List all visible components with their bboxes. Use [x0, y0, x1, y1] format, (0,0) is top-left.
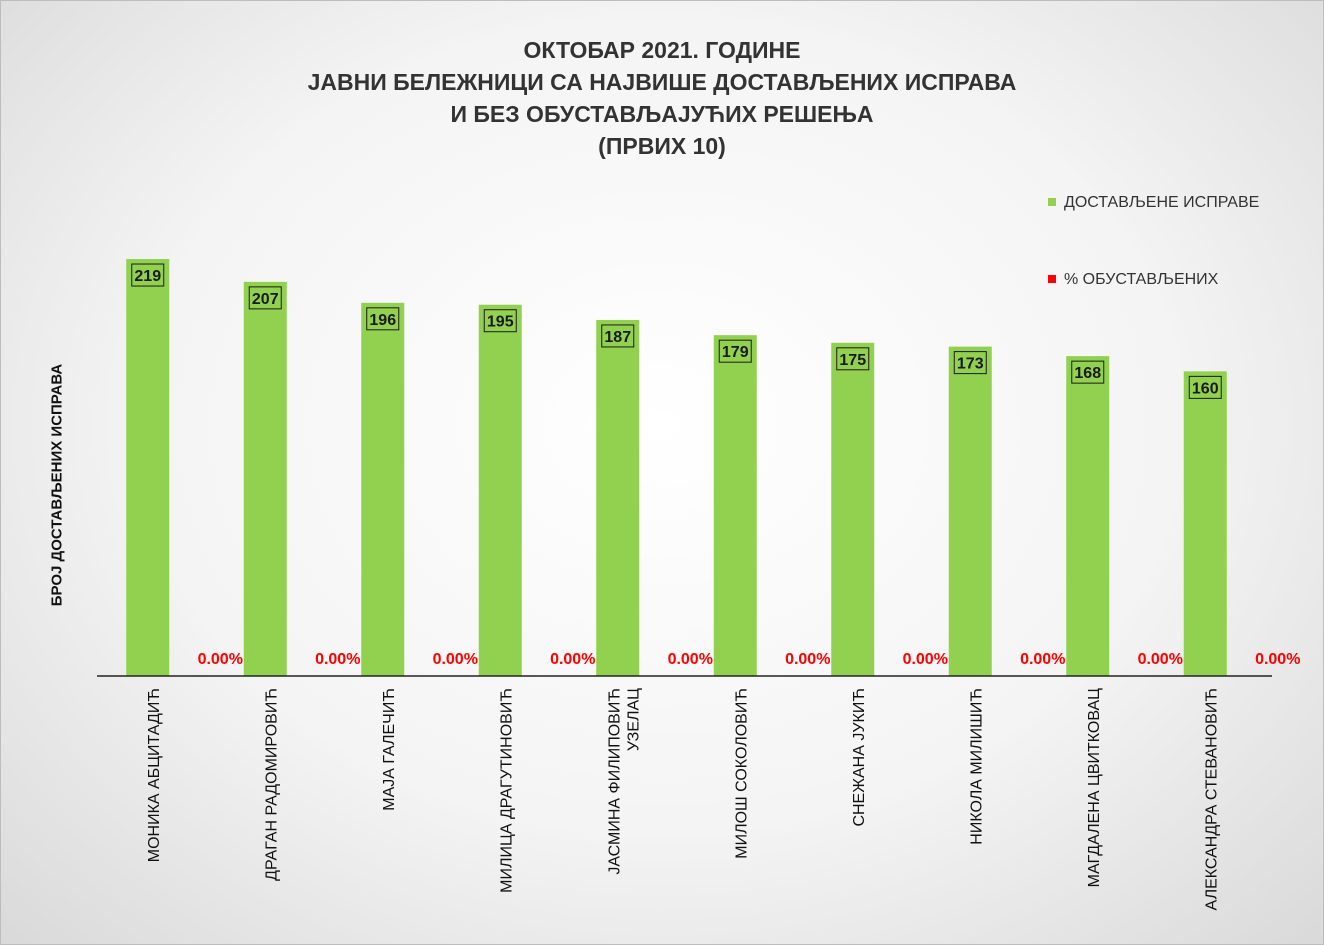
data-label-box: [1188, 375, 1222, 399]
bar-documents: [361, 302, 405, 676]
x-tick-label-line: МОНИКА АБЦИТАДИЋ: [146, 688, 163, 862]
x-tick-label-line: АЛЕКСАНДРА СТЕВАНОВИЋ: [1203, 688, 1220, 910]
x-tick-label-line: ЈАСМИНА ФИЛИПОВИЋ: [606, 688, 623, 875]
data-label-documents: 195: [487, 314, 514, 331]
data-label-documents: 219: [134, 268, 161, 285]
data-label-box: [248, 286, 282, 310]
chart-title: ОКТОБАР 2021. ГОДИНЕ ЈАВНИ БЕЛЕЖНИЦИ СА …: [0, 34, 1324, 162]
legend-label-percent: % ОБУСТАВЉЕНИХ: [1064, 271, 1219, 288]
title-line-3: И БЕЗ ОБУСТАВЉАЈУЋИХ РЕШЕЊА: [450, 101, 874, 127]
data-label-percent: 0.00%: [315, 651, 360, 668]
x-tick-label-line: МИЛИЦА ДРАГУТИНОВИЋ: [498, 688, 515, 893]
x-tick-label: ЈАСМИНА ФИЛИПОВИЋ УЗЕЛАЦ: [606, 688, 642, 875]
data-label-documents: 187: [604, 329, 631, 346]
legend-item-documents: ДОСТАВЉЕНЕ ИСПРАВЕ: [1048, 194, 1259, 212]
x-tick-label-line: СНЕЖАНА ЈУКИЋ: [851, 688, 868, 827]
data-label-percent: 0.00%: [550, 651, 595, 668]
bar-documents: [1183, 371, 1227, 676]
data-label-box: [836, 347, 870, 371]
x-tick-label-line: ДРАГАН РАДОМИРОВИЋ: [263, 688, 280, 881]
x-tick-label: МОНИКА АБЦИТАДИЋ: [146, 688, 163, 862]
x-tick-label-line: МИЛОШ СОКОЛОВИЋ: [733, 688, 750, 859]
bar-documents: [1066, 356, 1110, 676]
data-label-documents: 207: [252, 291, 279, 308]
bar-documents: [243, 281, 287, 676]
data-label-percent: 0.00%: [903, 651, 948, 668]
data-label-box: [718, 339, 752, 363]
x-tick-label: ДРАГАН РАДОМИРОВИЋ: [263, 688, 280, 881]
data-label-documents: 196: [369, 312, 396, 329]
data-label-box: [366, 307, 400, 331]
data-label-percent: 0.00%: [1255, 651, 1300, 668]
data-label-percent: 0.00%: [198, 651, 243, 668]
title-line-4: (ПРВИХ 10): [598, 133, 726, 159]
data-label-box: [131, 263, 165, 287]
data-label-box: [601, 324, 635, 348]
legend-swatch-documents: [1048, 197, 1056, 206]
x-tick-label-line: МАЈА ГАЛЕЧИЋ: [381, 688, 398, 811]
bar-documents: [596, 319, 640, 676]
data-label-percent: 0.00%: [433, 651, 478, 668]
bar-documents: [831, 342, 875, 676]
data-label-percent: 0.00%: [1138, 651, 1183, 668]
legend-item-percent: % ОБУСТАВЉЕНИХ: [1048, 271, 1218, 289]
data-label-documents: 175: [839, 352, 866, 369]
bar-documents: [478, 304, 522, 676]
data-label-box: [953, 351, 987, 375]
legend-label-documents: ДОСТАВЉЕНЕ ИСПРАВЕ: [1064, 194, 1260, 211]
title-line-2: ЈАВНИ БЕЛЕЖНИЦИ СА НАЈВИШЕ ДОСТАВЉЕНИХ И…: [307, 69, 1017, 95]
x-tick-label-line: НИКОЛА МИЛИШИЋ: [968, 688, 985, 845]
bar-documents: [126, 259, 170, 676]
x-tick-label-line: УЗЕЛАЦ: [625, 688, 642, 751]
data-label-documents: 179: [722, 344, 749, 361]
data-label-percent: 0.00%: [1020, 651, 1065, 668]
data-label-box: [483, 309, 517, 333]
x-tick-label: МАЈА ГАЛЕЧИЋ: [381, 688, 398, 811]
data-label-box: [1071, 360, 1105, 384]
legend-swatch-percent: [1048, 274, 1056, 283]
x-tick-label-line: МАГДАЛЕНА ЦВИТКОВАЦ: [1086, 688, 1103, 887]
x-tick-label: МИЛОШ СОКОЛОВИЋ: [733, 688, 750, 859]
x-tick-label: АЛЕКСАНДРА СТЕВАНОВИЋ: [1203, 688, 1220, 910]
data-label-documents: 160: [1192, 380, 1219, 397]
x-tick-label: НИКОЛА МИЛИШИЋ: [968, 688, 985, 845]
bar-documents: [948, 346, 992, 676]
title-line-1: ОКТОБАР 2021. ГОДИНЕ: [523, 37, 801, 63]
bar-documents: [713, 335, 757, 676]
data-label-documents: 173: [957, 356, 984, 373]
x-tick-label: МАГДАЛЕНА ЦВИТКОВАЦ: [1086, 688, 1103, 887]
data-label-documents: 168: [1074, 365, 1101, 382]
x-tick-label: СНЕЖАНА ЈУКИЋ: [851, 688, 868, 827]
x-tick-label: МИЛИЦА ДРАГУТИНОВИЋ: [498, 688, 515, 893]
data-label-percent: 0.00%: [668, 651, 713, 668]
data-label-percent: 0.00%: [785, 651, 830, 668]
